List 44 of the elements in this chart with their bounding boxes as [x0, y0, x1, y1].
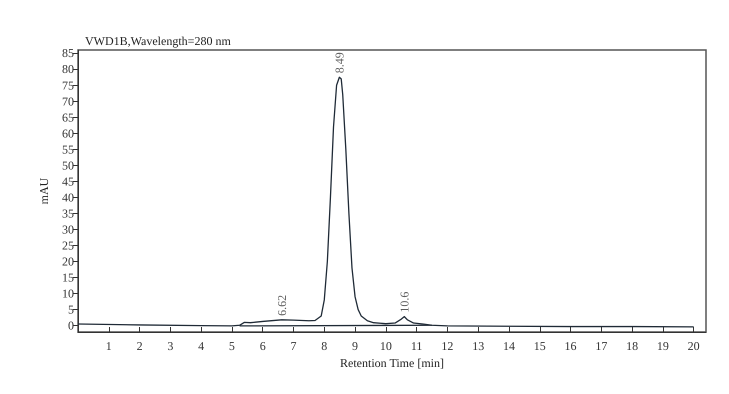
x-tick-label: 7	[290, 339, 296, 353]
x-tick-label: 18	[626, 339, 638, 353]
y-tick-label: 45	[62, 174, 74, 188]
y-tick-label: 5	[68, 302, 74, 317]
x-tick-label: 3	[167, 339, 174, 353]
x-tick-label: 19	[656, 339, 669, 353]
x-tick-label: 1	[106, 339, 112, 353]
y-tick-label: 70	[62, 94, 74, 108]
y-tick-label: 30	[62, 222, 74, 236]
x-tick-label: 14	[502, 339, 515, 353]
x-tick-label: 2	[136, 339, 143, 353]
y-tick-label: 0	[68, 318, 74, 333]
y-tick-label: 60	[62, 126, 74, 140]
y-tick-label: 65	[62, 110, 74, 124]
x-tick-label: 4	[198, 339, 204, 353]
y-tick-label: 35	[62, 206, 74, 220]
x-tick-label: 11	[410, 339, 422, 353]
y-tick-label: 40	[62, 190, 74, 204]
annotation: 10.6	[397, 292, 412, 313]
y-tick-label: 80	[62, 62, 74, 76]
x-axis-title: Retention Time [min]	[340, 356, 444, 370]
y-tick-label: 50	[62, 158, 74, 172]
y-tick-label: 25	[62, 238, 74, 252]
y-tick-label: 85	[62, 46, 74, 60]
x-tick-label: 15	[534, 339, 546, 353]
y-tick-label: 15	[62, 270, 74, 285]
y-tick-label: 20	[62, 254, 74, 268]
chart-title: VWD1B,Wavelength=280 nm	[85, 34, 232, 48]
y-tick-label: 75	[62, 78, 74, 92]
y-tick-label: 10	[62, 286, 74, 301]
x-tick-label: 20	[688, 339, 700, 353]
x-tick-label: 5	[228, 339, 235, 353]
annotation: 8.49	[332, 52, 346, 74]
x-tick-label: 8	[321, 339, 328, 353]
x-tick-label: 16	[564, 339, 577, 353]
x-tick-label: 12	[441, 339, 454, 353]
y-axis-title: mAU	[37, 177, 51, 204]
x-tick-label: 6	[260, 339, 266, 353]
x-tick-label: 17	[595, 339, 608, 353]
x-tick-label: 13	[472, 339, 484, 353]
y-tick-label: 55	[62, 142, 74, 156]
x-tick-label: 9	[352, 339, 358, 353]
annotation: 6.62	[274, 294, 289, 316]
x-tick-label: 10	[380, 339, 392, 353]
